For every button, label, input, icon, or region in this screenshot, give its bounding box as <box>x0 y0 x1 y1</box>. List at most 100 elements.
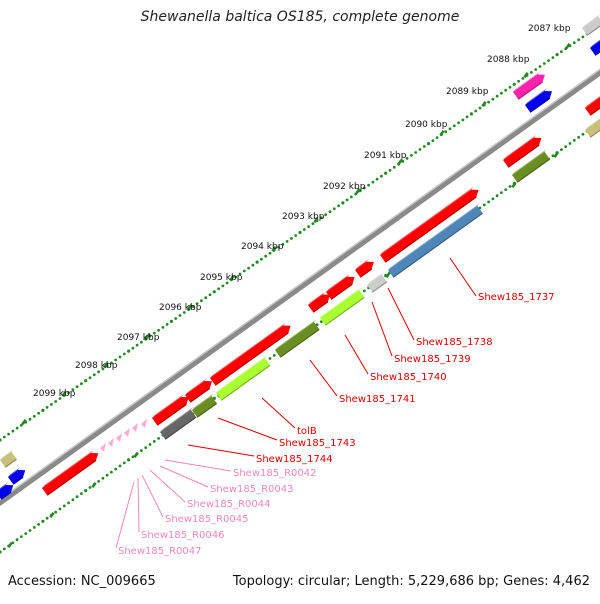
scale-dot <box>131 346 135 350</box>
scale-dot <box>517 79 520 83</box>
gene-cds <box>160 407 197 440</box>
scale-dot <box>37 411 40 415</box>
scale-dot <box>28 417 32 421</box>
scale-tick <box>355 187 361 195</box>
scale-dot <box>0 438 2 442</box>
scale-dot <box>54 510 58 514</box>
scale-dot <box>362 186 366 190</box>
outer-dotted-scale <box>0 23 600 442</box>
tick-label: 2097 kbp <box>117 333 160 343</box>
leader-line <box>344 334 369 375</box>
scale-dot <box>157 328 161 332</box>
scale-dot <box>7 432 10 436</box>
scale-dot <box>564 145 568 149</box>
scale-tick <box>133 451 139 459</box>
gene-cds <box>0 449 17 468</box>
gene-label: Shew185_1743 <box>279 438 356 449</box>
scale-dot <box>67 501 70 505</box>
scale-dot <box>581 35 585 39</box>
scale-dot <box>294 234 298 237</box>
scale-dot <box>495 94 499 98</box>
scale-dot <box>508 185 512 188</box>
accession-text: Accession: NC_009665 <box>8 574 156 589</box>
tick-label: 2089 kbp <box>446 87 489 97</box>
scale-dot <box>504 88 508 92</box>
scale-dot <box>105 473 109 477</box>
scale-dot <box>577 136 580 139</box>
scale-dot <box>45 516 49 520</box>
scale-dot <box>427 142 431 146</box>
scale-dot <box>247 266 251 270</box>
scale-dot <box>80 492 83 495</box>
scale-tick <box>187 303 193 311</box>
scale-dot <box>388 168 392 172</box>
scale-dot <box>405 157 409 160</box>
gene-cds <box>367 271 388 293</box>
scale-dot <box>311 222 315 226</box>
scale-dot <box>392 165 396 169</box>
gene-cds <box>152 394 189 426</box>
gene-cds <box>216 355 271 401</box>
scale-tick <box>313 216 319 224</box>
gene-cds <box>275 319 320 358</box>
gene-cds <box>585 118 600 138</box>
scale-dot <box>0 550 2 554</box>
scale-dot <box>500 191 503 195</box>
scale-tick <box>229 274 235 282</box>
scale-dot <box>465 115 469 119</box>
scale-dot <box>487 100 490 104</box>
scale-dot <box>140 449 143 452</box>
gene-cds <box>388 203 484 278</box>
scale-dot <box>15 538 19 542</box>
scale-dot <box>238 272 242 276</box>
scale-dot <box>272 354 276 357</box>
scale-dot <box>127 349 131 353</box>
gene-label: Shew185_R0046 <box>141 530 225 541</box>
scale-dot <box>118 355 122 359</box>
scale-dot <box>161 326 165 329</box>
scale-tick <box>49 511 55 519</box>
scale-dot <box>384 171 388 175</box>
scale-dot <box>67 391 70 394</box>
scale-tick <box>481 100 487 108</box>
scale-tick <box>7 541 13 549</box>
scale-dot <box>234 275 238 279</box>
scale-dot <box>15 426 19 430</box>
gene-cds <box>582 14 600 36</box>
scale-dot <box>221 284 225 288</box>
scale-dot <box>122 352 126 356</box>
scale-dot <box>290 237 293 240</box>
tick-label: 2099 kbp <box>33 389 76 399</box>
scale-dot <box>152 331 156 335</box>
scale-dot <box>285 240 289 243</box>
scale-dot <box>457 121 460 125</box>
scale-tick <box>523 71 529 79</box>
scale-tick <box>61 390 67 398</box>
leader-line <box>217 417 278 441</box>
leader-line <box>261 397 296 429</box>
scale-dot <box>508 85 512 89</box>
scale-dot <box>410 154 413 157</box>
leader-line <box>309 359 338 397</box>
genome-backbone <box>0 68 600 507</box>
gene-cds <box>8 467 26 485</box>
gene-label-group: Shew185_1737 Shew185_1738 Shew185_1739 Shew… <box>118 292 555 557</box>
scale-dot <box>555 53 559 57</box>
scale-dot <box>560 148 563 152</box>
gene-cds <box>308 291 331 313</box>
scale-dot <box>101 367 105 371</box>
scale-dot <box>500 91 503 95</box>
scale-dot <box>521 77 525 80</box>
gene-cds <box>210 322 291 386</box>
scale-dot <box>337 204 340 208</box>
scale-dot <box>118 464 122 468</box>
scale-dot <box>530 71 533 74</box>
scale-dot <box>212 290 216 294</box>
scale-dot <box>491 97 495 101</box>
scale-dot <box>487 200 490 204</box>
scale-dot <box>140 340 143 344</box>
tick-label: 2098 kbp <box>75 361 118 371</box>
genome-backbone-highlight <box>0 68 600 501</box>
gene-cds <box>380 186 479 263</box>
